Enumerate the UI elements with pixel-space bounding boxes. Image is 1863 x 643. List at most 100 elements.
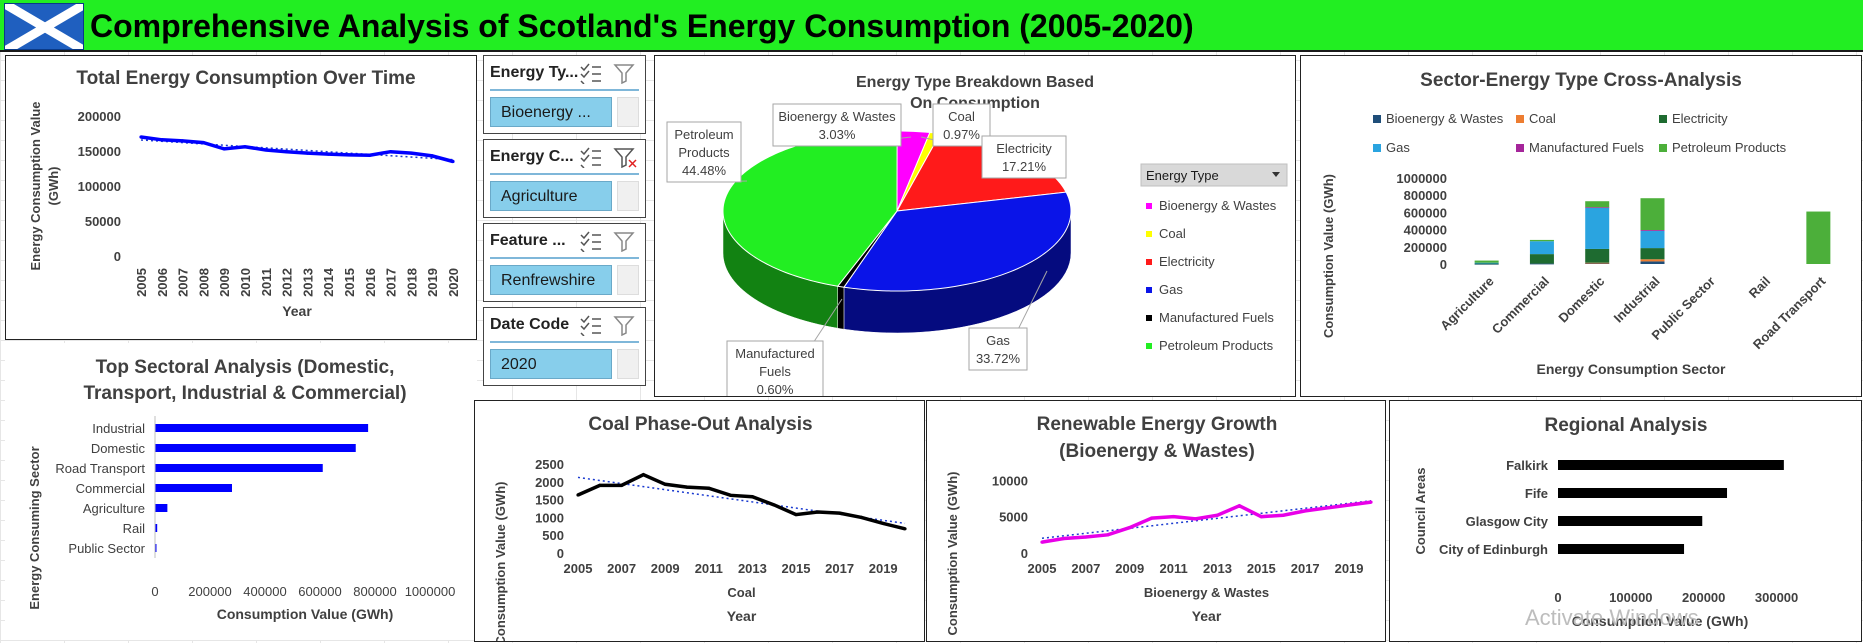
data-point (750, 495, 754, 499)
slicer-energy-consuming-sector[interactable]: Energy C... Agriculture (483, 139, 646, 218)
chart-svg: Coal Phase-Out Analysis 0 500 1000 1500 2000 2… (493, 414, 907, 641)
y-tick-label: 1500 (535, 493, 564, 508)
x-tick-label: 2018 (404, 268, 419, 297)
stacked-bar-segment (1640, 230, 1665, 231)
bar (155, 524, 158, 532)
x-tick-label: 2017 (384, 268, 399, 297)
y-tick-label: 0 (114, 249, 121, 264)
multi-select-icon[interactable] (580, 231, 601, 253)
legend-swatch (1659, 144, 1667, 152)
coal-phase-out-chart[interactable]: Coal Phase-Out Analysis 0 500 1000 1500 2000 2… (474, 400, 925, 642)
regional-analysis-chart[interactable]: Regional Analysis Falkirk Fife Glasgow City… (1389, 400, 1862, 642)
filter-icon[interactable] (613, 316, 635, 337)
legend-swatch (1373, 115, 1381, 123)
x-tick-label: 200000 (188, 584, 231, 599)
top-sectoral-chart[interactable]: Top Sectoral Analysis (Domestic, Transpor… (5, 343, 477, 640)
x-tick-label: 0 (1554, 590, 1561, 605)
multi-select-icon[interactable] (580, 147, 601, 169)
data-point (1193, 517, 1198, 521)
slicer-feature-name[interactable]: Feature ... Renfrewshire (483, 223, 646, 302)
stacked-bar-segment (1640, 261, 1665, 264)
data-label-box (981, 135, 1067, 179)
bar (155, 444, 356, 452)
data-point (243, 145, 247, 149)
chart-svg: Total Energy Consumption Over Time 0 50000… (28, 68, 461, 319)
chart-title: Top Sectoral Analysis (Domestic, (96, 357, 395, 378)
filter-icon[interactable] (613, 232, 635, 253)
legend-title: Energy Type (1146, 168, 1219, 183)
category-label: Falkirk (1506, 458, 1549, 473)
y-tick-label: 10000 (992, 473, 1028, 488)
legend-swatch (1146, 259, 1152, 265)
series-label: Bioenergy & Wastes (1144, 585, 1269, 600)
renewable-growth-chart[interactable]: Renewable Energy Growth (Bioenergy & Wast… (926, 400, 1386, 642)
trendline (140, 139, 454, 161)
legend-swatch (1146, 203, 1152, 209)
total-consumption-chart[interactable]: Total Energy Consumption Over Time 0 50000… (5, 55, 477, 340)
multi-select-icon[interactable] (580, 315, 601, 337)
data-label: Gas (986, 333, 1010, 348)
data-label: Petroleum (674, 127, 733, 142)
x-tick-label: 600000 (298, 584, 341, 599)
legend-entry: Gas (1386, 140, 1410, 155)
data-point (729, 493, 733, 497)
slicer-scrollbar[interactable] (617, 265, 639, 295)
legend-swatch (1146, 287, 1152, 293)
filter-icon[interactable] (613, 64, 635, 85)
y-tick-label: 100000 (78, 179, 121, 194)
stacked-bar-segment (1640, 198, 1665, 231)
x-tick-label: 2007 (176, 268, 191, 297)
data-point (1150, 516, 1154, 520)
y-tick-label: 0 (557, 546, 564, 561)
clear-filter-icon[interactable] (613, 148, 637, 169)
x-tick-label: 2017 (1291, 561, 1320, 576)
legend-swatch (1146, 343, 1152, 349)
x-tick-label: 2011 (695, 561, 723, 576)
data-point (859, 515, 863, 519)
legend-entry: Electricity (1159, 254, 1215, 269)
x-tick-label: 2013 (300, 268, 315, 297)
x-tick-label: 2009 (217, 268, 232, 297)
slicer-selected-item[interactable]: Agriculture (490, 181, 612, 211)
legend-swatch (1146, 231, 1152, 237)
x-tick-label: 2009 (651, 561, 680, 576)
stacked-bar-segment (1640, 230, 1665, 249)
slicer-selected-item[interactable]: Bioenergy ... (490, 97, 612, 127)
y-tick-label: 200000 (78, 109, 121, 124)
x-axis-label: Year (282, 303, 312, 319)
stacked-bar-segment (1585, 262, 1610, 264)
legend-entry: Petroleum Products (1159, 338, 1274, 353)
x-tick-label: 2008 (196, 268, 211, 297)
legend-swatch (1373, 144, 1381, 152)
x-tick-label: 2005 (1028, 561, 1057, 576)
y-tick-label: 1000 (535, 510, 564, 525)
y-tick-label: 0 (1440, 257, 1447, 272)
x-tick-label: 200000 (1682, 590, 1725, 605)
sector-cross-analysis-chart[interactable]: Sector-Energy Type Cross-Analysis Bioener… (1300, 55, 1862, 397)
slicer-selected-item[interactable]: 2020 (490, 349, 612, 379)
stacked-bar-segment (1585, 263, 1610, 264)
bar (155, 484, 232, 492)
y-tick-label: 50000 (85, 214, 121, 229)
x-axis-label: Year (727, 608, 757, 624)
data-point (1215, 513, 1220, 517)
slicer-selected-item[interactable]: Renfrewshire (490, 265, 612, 295)
data-point (264, 148, 268, 152)
slicer-energy-type[interactable]: Energy Ty... Bioenergy ... (483, 55, 646, 134)
slicer-scrollbar[interactable] (617, 181, 639, 211)
data-label: Fuels (759, 364, 791, 379)
data-point (1128, 525, 1132, 530)
x-tick-label: 2020 (446, 268, 461, 297)
slicer-scrollbar[interactable] (617, 97, 639, 127)
slicer-date-code[interactable]: Date Code 2020 (483, 307, 646, 386)
data-point (1084, 535, 1088, 539)
x-tick-label: 100000 (1609, 590, 1652, 605)
data-point (389, 150, 393, 154)
y-axis-label: Council Areas (1413, 468, 1428, 555)
x-tick-label: 2013 (738, 561, 767, 576)
multi-select-icon[interactable] (580, 63, 601, 85)
slicer-scrollbar[interactable] (617, 349, 639, 379)
y-tick-label: 2500 (535, 457, 564, 472)
